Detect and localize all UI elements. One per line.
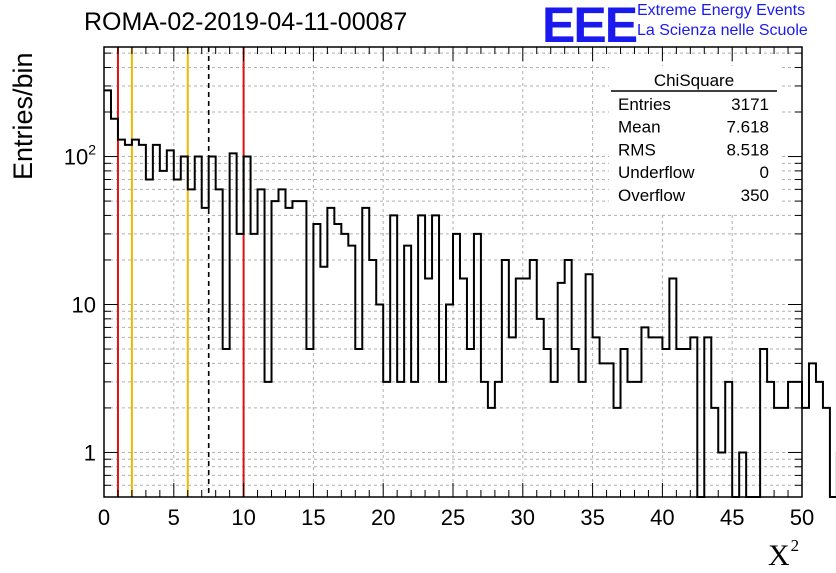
stats-value: 350 bbox=[741, 186, 769, 205]
eee-logo: EEE bbox=[542, 0, 638, 53]
stats-value: 0 bbox=[760, 163, 769, 182]
x-tick-label: 45 bbox=[720, 505, 744, 530]
stats-box: ChiSquare Entries 3171 Mean 7.618 RMS 8.518 Und… bbox=[609, 66, 781, 212]
logo-subtitle-line2: La Scienza nelle Scuole bbox=[637, 22, 808, 39]
logo-subtitle-line1: Extreme Energy Events bbox=[637, 2, 806, 19]
chart-title: ROMA-02-2019-04-11-00087 bbox=[84, 8, 408, 36]
y-tick-label: 10 bbox=[72, 293, 96, 318]
x-tick-label: 35 bbox=[580, 505, 604, 530]
stats-label: Underflow bbox=[618, 163, 695, 182]
x-tick-label: 0 bbox=[98, 505, 110, 530]
x-tick-label: 30 bbox=[511, 505, 535, 530]
stats-label: Mean bbox=[618, 118, 661, 137]
stats-label: Entries bbox=[618, 95, 671, 114]
x-tick-label: 20 bbox=[371, 505, 395, 530]
threshold-lines bbox=[116, 47, 245, 497]
axis-ticks: 0 5 10 15 20 25 30 35 40 45 50 1 10 102 bbox=[64, 47, 814, 530]
x-axis-label-base: X bbox=[768, 539, 790, 572]
x-tick-label: 25 bbox=[441, 505, 465, 530]
histogram-series bbox=[104, 89, 836, 498]
histogram-outline bbox=[104, 89, 836, 498]
x-tick-label: 15 bbox=[301, 505, 325, 530]
y-tick-label: 102 bbox=[64, 142, 96, 170]
x-tick-label: 10 bbox=[231, 505, 255, 530]
stats-title: ChiSquare bbox=[654, 71, 734, 90]
y-tick-label: 1 bbox=[84, 440, 96, 465]
stats-value: 8.518 bbox=[726, 140, 769, 159]
x-tick-label: 50 bbox=[790, 505, 814, 530]
stats-label: Overflow bbox=[618, 186, 686, 205]
stats-value: 7.618 bbox=[726, 118, 769, 137]
stats-label: RMS bbox=[618, 140, 656, 159]
stats-value: 3171 bbox=[731, 95, 769, 114]
x-axis-label-superscript: 2 bbox=[790, 536, 800, 555]
x-tick-label: 5 bbox=[168, 505, 180, 530]
x-tick-label: 40 bbox=[650, 505, 674, 530]
x-axis-label: X2 bbox=[768, 536, 799, 573]
